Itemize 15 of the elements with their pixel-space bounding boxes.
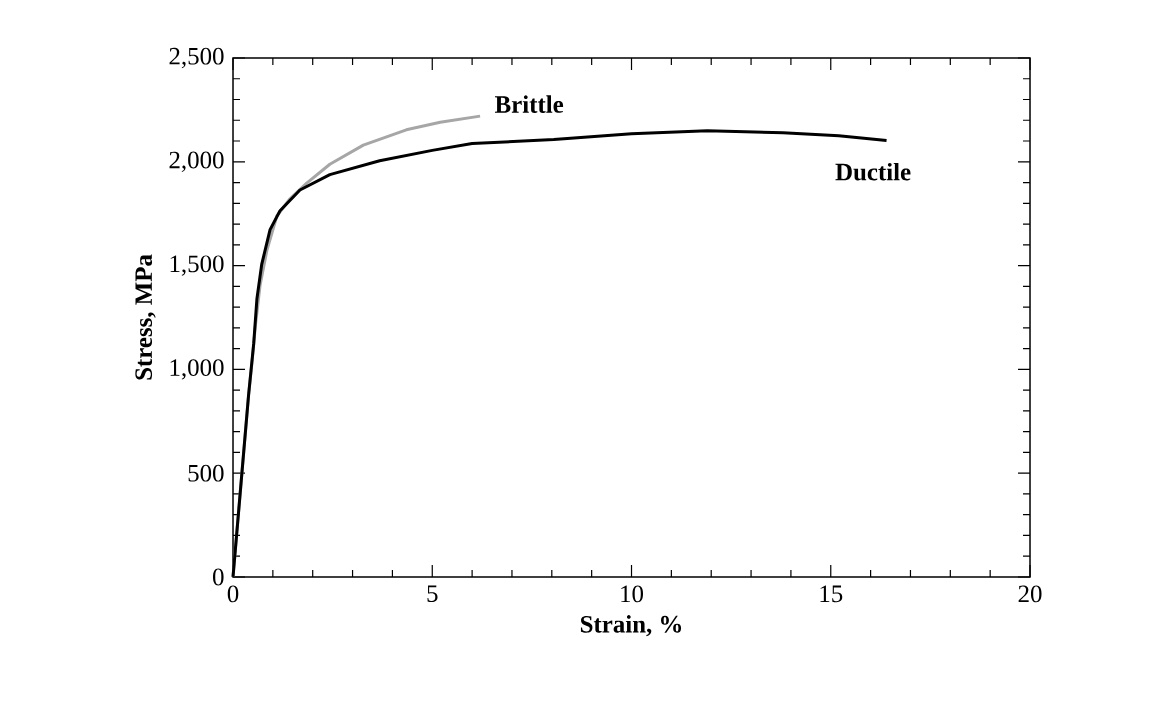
series-label: Ductile	[835, 162, 911, 181]
y-tick-label: 2,500	[169, 47, 224, 69]
y-tick-label: 2,000	[169, 151, 224, 172]
x-tick-label: 20	[1018, 585, 1042, 603]
series-label: Brittle	[494, 95, 564, 113]
y-tick-label: 1,000	[170, 359, 224, 380]
x-tick-label: 15	[820, 585, 843, 603]
x-tick-label: 10	[621, 585, 644, 603]
x-tick-label: 5	[427, 585, 438, 603]
y-axis-title: Stress, MPa	[135, 254, 156, 380]
y-tick-label: 500	[188, 464, 224, 482]
x-tick-label: 0	[227, 585, 239, 603]
y-tick-label: 0	[213, 568, 224, 586]
x-axis-title: Strain, %	[580, 615, 682, 637]
y-tick-label: 1,500	[170, 255, 224, 276]
